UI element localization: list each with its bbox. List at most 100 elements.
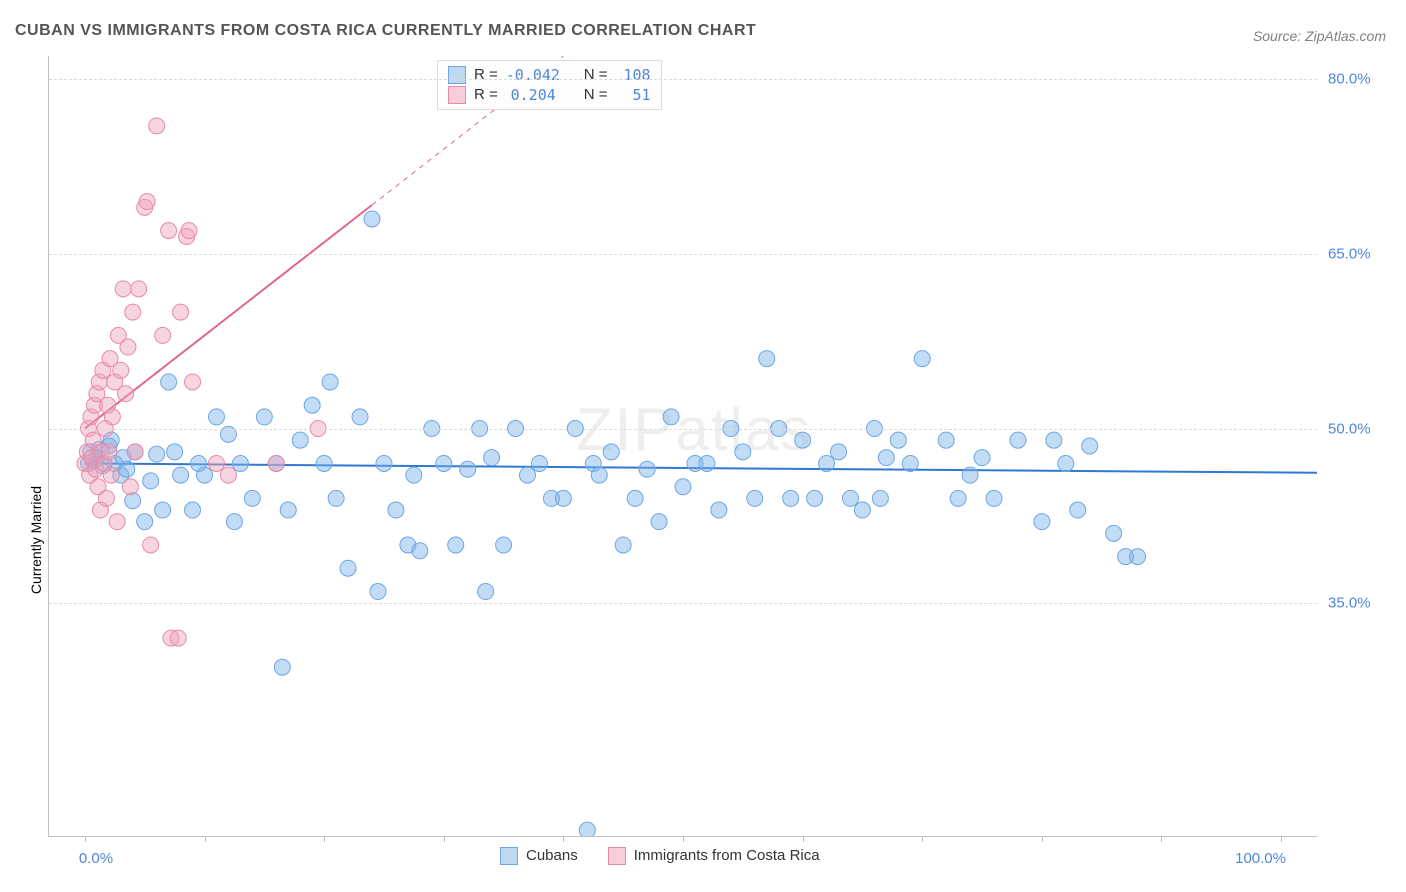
legend-item: Immigrants from Costa Rica — [608, 846, 820, 866]
x-tick — [1281, 836, 1282, 842]
y-tick-label: 35.0% — [1328, 595, 1371, 612]
data-point-Cubans — [274, 659, 290, 675]
chart-title: CUBAN VS IMMIGRANTS FROM COSTA RICA CURR… — [15, 22, 756, 40]
data-point-Cubans — [167, 444, 183, 460]
data-point-Cubans — [1058, 455, 1074, 471]
data-point-Cubans — [555, 490, 571, 506]
data-point-Cubans — [304, 397, 320, 413]
data-point-Cubans — [842, 490, 858, 506]
data-point-Cubans — [412, 543, 428, 559]
data-point-CostaRica — [122, 479, 138, 495]
data-point-Cubans — [1010, 432, 1026, 448]
y-tick-label: 65.0% — [1328, 245, 1371, 262]
x-tick — [803, 836, 804, 842]
x-tick — [324, 836, 325, 842]
gridline — [49, 429, 1317, 430]
data-point-Cubans — [226, 514, 242, 530]
data-point-Cubans — [364, 211, 380, 227]
data-point-Cubans — [256, 409, 272, 425]
source-attribution: Source: ZipAtlas.com — [1253, 28, 1386, 44]
data-point-Cubans — [340, 560, 356, 576]
gridline — [49, 79, 1317, 80]
data-point-Cubans — [1070, 502, 1086, 518]
legend-swatch — [448, 66, 466, 84]
data-point-CostaRica — [104, 409, 120, 425]
data-point-Cubans — [735, 444, 751, 460]
data-point-Cubans — [149, 446, 165, 462]
x-tick — [85, 836, 86, 842]
data-point-Cubans — [950, 490, 966, 506]
plot-area: ZIPatlas R =-0.042N =108R =0.204N =51 — [48, 56, 1317, 837]
data-point-Cubans — [185, 502, 201, 518]
data-point-Cubans — [675, 479, 691, 495]
data-point-CostaRica — [170, 630, 186, 646]
data-point-Cubans — [352, 409, 368, 425]
data-point-CostaRica — [127, 444, 143, 460]
series-legend: Cubans Immigrants from Costa Rica — [500, 846, 820, 866]
data-point-CostaRica — [155, 327, 171, 343]
data-point-Cubans — [460, 461, 476, 477]
x-tick — [1161, 836, 1162, 842]
data-point-Cubans — [699, 455, 715, 471]
data-point-CostaRica — [149, 118, 165, 134]
legend-swatch — [448, 86, 466, 104]
data-point-Cubans — [747, 490, 763, 506]
data-point-Cubans — [1130, 549, 1146, 565]
x-tick — [205, 836, 206, 842]
data-point-CostaRica — [220, 467, 236, 483]
data-point-Cubans — [819, 455, 835, 471]
data-point-Cubans — [376, 455, 392, 471]
data-point-Cubans — [807, 490, 823, 506]
data-point-Cubans — [783, 490, 799, 506]
data-point-Cubans — [795, 432, 811, 448]
data-point-Cubans — [579, 822, 595, 836]
data-point-Cubans — [316, 455, 332, 471]
data-point-Cubans — [484, 450, 500, 466]
data-point-Cubans — [478, 584, 494, 600]
n-value: 108 — [616, 65, 651, 85]
data-point-CostaRica — [118, 386, 134, 402]
data-point-Cubans — [878, 450, 894, 466]
y-axis-title: Currently Married — [28, 486, 44, 594]
data-point-Cubans — [155, 502, 171, 518]
stats-row: R =0.204N =51 — [448, 85, 651, 105]
data-point-Cubans — [496, 537, 512, 553]
data-point-Cubans — [208, 409, 224, 425]
x-tick-label-max: 100.0% — [1235, 850, 1286, 867]
n-value: 51 — [616, 85, 651, 105]
data-point-CostaRica — [143, 537, 159, 553]
data-point-CostaRica — [208, 455, 224, 471]
data-point-Cubans — [914, 351, 930, 367]
r-label: R = — [474, 85, 498, 105]
gridline — [49, 254, 1317, 255]
data-point-Cubans — [759, 351, 775, 367]
data-point-Cubans — [328, 490, 344, 506]
legend-label: Cubans — [526, 846, 578, 866]
data-point-Cubans — [938, 432, 954, 448]
x-tick — [922, 836, 923, 842]
x-tick — [683, 836, 684, 842]
data-point-CostaRica — [113, 362, 129, 378]
data-point-CostaRica — [98, 490, 114, 506]
y-tick-label: 80.0% — [1328, 71, 1371, 88]
data-point-CostaRica — [268, 455, 284, 471]
x-tick-label-min: 0.0% — [79, 850, 113, 867]
data-point-Cubans — [322, 374, 338, 390]
legend-swatch — [608, 847, 626, 865]
data-point-Cubans — [244, 490, 260, 506]
r-label: R = — [474, 65, 498, 85]
data-point-Cubans — [436, 455, 452, 471]
data-point-Cubans — [591, 467, 607, 483]
data-point-Cubans — [519, 467, 535, 483]
data-point-Cubans — [448, 537, 464, 553]
r-value: 0.204 — [506, 85, 556, 105]
data-point-CostaRica — [103, 467, 119, 483]
data-point-Cubans — [986, 490, 1002, 506]
r-value: -0.042 — [506, 65, 556, 85]
data-point-CostaRica — [173, 304, 189, 320]
data-point-Cubans — [388, 502, 404, 518]
stats-legend: R =-0.042N =108R =0.204N =51 — [437, 60, 662, 110]
data-point-CostaRica — [125, 304, 141, 320]
data-point-Cubans — [161, 374, 177, 390]
data-point-Cubans — [663, 409, 679, 425]
